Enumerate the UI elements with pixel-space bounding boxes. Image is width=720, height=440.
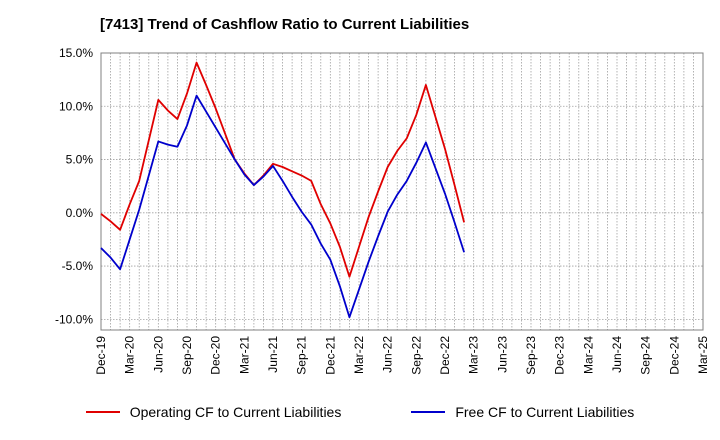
y-tick-label: 10.0% bbox=[59, 99, 93, 113]
y-tick-label: -10.0% bbox=[55, 312, 93, 326]
x-tick-label: Dec-23 bbox=[553, 336, 567, 375]
series-line-free-cf bbox=[100, 94, 465, 319]
x-tick-label: Jun-21 bbox=[266, 336, 280, 373]
legend-swatch-free-cf bbox=[411, 411, 446, 413]
x-tick-label: Dec-24 bbox=[667, 336, 681, 375]
plot-area bbox=[100, 52, 704, 331]
y-axis: 15.0% 10.0% 5.0% 0.0% -5.0% -10.0% bbox=[55, 46, 93, 326]
x-tick-label: Mar-22 bbox=[352, 336, 366, 374]
legend-item-free-cf: Free CF to Current Liabilities bbox=[411, 404, 634, 420]
x-tick-label: Dec-19 bbox=[94, 336, 108, 375]
y-tick-label: -5.0% bbox=[62, 259, 94, 273]
x-tick-label: Dec-20 bbox=[209, 336, 223, 375]
x-tick-label: Sep-21 bbox=[295, 336, 309, 375]
x-tick-label: Dec-21 bbox=[323, 336, 337, 375]
series-line-operating-cf bbox=[100, 61, 465, 278]
x-tick-label: Dec-22 bbox=[438, 336, 452, 375]
y-tick-label: 0.0% bbox=[66, 206, 94, 220]
x-tick-label: Sep-22 bbox=[409, 336, 423, 375]
x-tick-label: Jun-24 bbox=[610, 336, 624, 373]
x-tick-label: Mar-23 bbox=[467, 336, 481, 374]
legend-item-operating-cf: Operating CF to Current Liabilities bbox=[85, 404, 342, 420]
x-tick-label: Mar-24 bbox=[581, 336, 595, 374]
legend-label-free-cf: Free CF to Current Liabilities bbox=[455, 404, 635, 420]
y-tick-label: 15.0% bbox=[59, 46, 93, 60]
x-tick-label: Jun-23 bbox=[495, 336, 509, 373]
legend-swatch-operating-cf bbox=[85, 411, 120, 413]
x-tick-label: Mar-20 bbox=[123, 336, 137, 374]
series-layer bbox=[100, 61, 465, 319]
chart-title: [7413] Trend of Cashflow Ratio to Curren… bbox=[100, 16, 470, 33]
x-tick-label: Jun-22 bbox=[381, 336, 395, 373]
x-tick-label: Sep-20 bbox=[180, 336, 194, 375]
y-tick-label: 5.0% bbox=[66, 153, 94, 167]
grid-layer bbox=[100, 52, 704, 330]
x-tick-label: Mar-21 bbox=[237, 336, 251, 374]
x-tick-label: Mar-25 bbox=[696, 336, 710, 374]
x-axis: Dec-19 Mar-20 Jun-20 Sep-20 Dec-20 Mar-21 Jun-… bbox=[94, 336, 710, 375]
x-tick-label: Jun-20 bbox=[151, 336, 165, 373]
legend-label-operating-cf: Operating CF to Current Liabilities bbox=[129, 404, 342, 420]
legend: Operating CF to Current Liabilities Free… bbox=[0, 404, 720, 420]
x-tick-label: Sep-24 bbox=[639, 336, 653, 375]
x-tick-label: Sep-23 bbox=[524, 336, 538, 375]
